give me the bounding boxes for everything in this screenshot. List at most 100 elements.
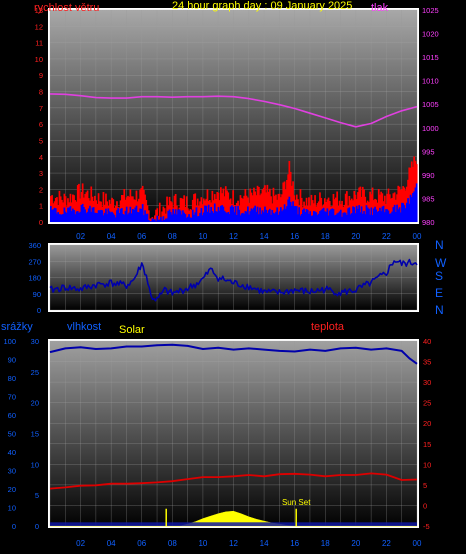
wind-average-bar <box>358 205 361 222</box>
rain-tick-label: 40 <box>8 448 16 457</box>
wind-average-bar <box>187 216 189 222</box>
wind-bar <box>291 185 293 222</box>
rain-tick-label: 70 <box>8 393 16 402</box>
wind-average-bar <box>87 208 90 222</box>
wind-bar <box>157 215 160 222</box>
x-tick-label: 02 <box>76 539 85 548</box>
wind-average-bar <box>86 211 89 222</box>
wind-average-bar <box>121 208 123 222</box>
wind-bar <box>353 190 356 222</box>
wind-bar <box>154 215 156 222</box>
x-tick-label: 04 <box>107 539 116 548</box>
wind-bar <box>413 156 416 222</box>
wind-bar <box>215 199 217 222</box>
wind-average-bar <box>102 215 105 222</box>
wind-bar <box>269 188 271 222</box>
wind-bar <box>94 195 96 222</box>
wind-average-bar <box>245 211 248 222</box>
wind-average-bar <box>133 209 135 222</box>
wind-bar <box>289 171 292 222</box>
wind-tick-label: 7 <box>39 104 43 113</box>
wind-average-bar <box>390 213 392 222</box>
wind-average-bar <box>233 212 236 222</box>
wind-bar <box>212 200 215 222</box>
wind-bar <box>163 208 166 222</box>
wind-average-bar <box>303 208 305 222</box>
wind-bar <box>265 192 268 222</box>
wind-bar <box>180 198 183 222</box>
wind-bar <box>228 199 231 222</box>
wind-average-bar <box>238 209 241 222</box>
wind-average-bar <box>67 207 69 222</box>
wind-bar <box>216 192 219 222</box>
wind-average-bar <box>213 203 216 222</box>
wind-average-bar <box>243 213 246 222</box>
wind-average-bar <box>363 210 365 222</box>
wind-average-bar <box>326 208 329 222</box>
wind-average-bar <box>366 207 369 222</box>
wind-average-bar <box>353 207 356 222</box>
wind-bar <box>359 186 362 222</box>
wind-average-bar <box>283 204 286 222</box>
wind-tick-label: 6 <box>39 120 43 129</box>
wind-average-bar <box>144 210 146 222</box>
wind-bar <box>140 188 143 222</box>
wind-average-bar <box>119 208 122 222</box>
rain-tick-label: 90 <box>8 356 16 365</box>
wind-average-bar <box>151 218 154 222</box>
x-tick-label: 16 <box>290 232 299 241</box>
wind-average-bar <box>244 211 247 222</box>
wind-average-bar <box>305 209 308 222</box>
temperature-tick-label: 10 <box>423 460 431 469</box>
wind-bar <box>74 200 77 222</box>
temperature-tick-label: -5 <box>423 522 430 531</box>
wind-bar <box>95 200 98 222</box>
humidity-tick-label: 20 <box>31 399 39 408</box>
wind-bar <box>189 209 192 222</box>
wind-average-bar <box>124 210 127 222</box>
rain-tick-label: 100 <box>3 337 16 346</box>
wind-average-bar <box>114 217 117 222</box>
wind-bar <box>243 195 246 222</box>
wind-average-bar <box>81 203 84 222</box>
wind-average-bar <box>179 210 182 222</box>
wind-bar <box>239 195 242 222</box>
wind-bar <box>364 196 367 222</box>
wind-average-bar <box>145 214 148 222</box>
wind-average-bar <box>78 212 80 222</box>
wind-bar <box>387 188 390 222</box>
wind-bar <box>311 200 314 222</box>
wind-bar <box>196 198 199 222</box>
temperature-tick-label: 5 <box>423 481 427 490</box>
wind-bar <box>314 195 316 222</box>
wind-bar <box>341 200 343 222</box>
wind-bar <box>250 192 253 222</box>
wind-bar <box>391 197 394 222</box>
wind-bar <box>185 196 188 222</box>
wind-average-bar <box>209 212 211 222</box>
wind-average-bar <box>413 191 416 222</box>
humidity-tick-label: 15 <box>31 430 39 439</box>
x-tick-label: 22 <box>382 539 391 548</box>
wind-average-bar <box>223 210 226 222</box>
wind-average-bar <box>387 210 390 222</box>
wind-bar <box>317 201 320 222</box>
wind-average-bar <box>171 214 173 222</box>
wind-bar <box>384 195 386 222</box>
wind-average-bar <box>72 208 74 222</box>
wind-bar <box>128 196 131 222</box>
wind-average-bar <box>281 211 283 222</box>
temperature-tick-label: 15 <box>423 440 431 449</box>
wind-average-bar <box>221 205 224 222</box>
wind-average-bar <box>289 201 292 222</box>
wind-bar <box>277 193 280 222</box>
wind-bar <box>165 213 167 222</box>
wind-average-bar <box>321 208 324 222</box>
wind-average-bar <box>330 209 332 222</box>
wind-average-bar <box>147 220 150 222</box>
temperature-tick-label: 25 <box>423 399 431 408</box>
wind-average-bar <box>239 215 242 222</box>
wind-average-bar <box>231 205 233 222</box>
wind-average-bar <box>79 211 82 222</box>
wind-average-bar <box>189 217 192 222</box>
